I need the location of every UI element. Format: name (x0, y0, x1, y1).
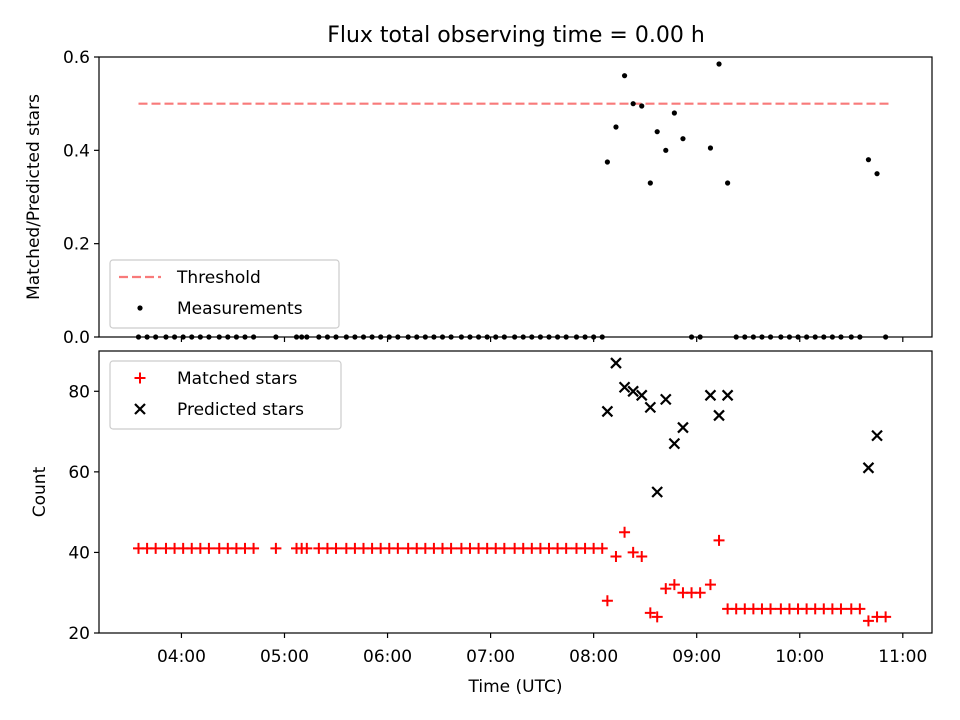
matched-star-point (660, 583, 672, 595)
measurement-point (639, 103, 645, 109)
measurement-point (647, 180, 653, 186)
x-tick-label: 04:00 (157, 647, 206, 667)
x-tick-label: 10:00 (775, 647, 824, 667)
predicted-star-point (635, 389, 648, 402)
measurement-point (865, 157, 872, 163)
y-tick-label: 0.6 (63, 48, 90, 68)
predicted-star-point (627, 385, 639, 398)
measurement-point (716, 61, 722, 67)
legend: Matched stars Predicted stars (109, 360, 342, 430)
matched-star-point (301, 542, 313, 554)
measurements-panel: 0.0 0.2 0.4 0.6 Matched/Predicted stars Thres… (24, 48, 933, 348)
measurement-point (654, 129, 660, 135)
measurement-point (604, 159, 610, 165)
predicted-star-point (713, 409, 725, 422)
matched-star-point (713, 534, 725, 546)
predicted-star-point (660, 393, 672, 406)
predicted-star-point (871, 429, 883, 442)
measurement-point (680, 136, 686, 142)
matched-star-point (560, 542, 572, 554)
matched-star-point (880, 611, 892, 623)
axes-frame (98, 350, 933, 634)
matched-star-point (445, 542, 457, 554)
legend: Threshold Measurements (109, 259, 340, 329)
matched-star-point (835, 603, 847, 615)
matched-star-point (668, 579, 680, 591)
x-tick-label: 08:00 (569, 647, 618, 667)
predicted-star-point (644, 401, 657, 414)
measurement-point (671, 110, 677, 116)
measurement-point (663, 147, 669, 153)
x-tick-label: 06:00 (363, 647, 412, 667)
x-tick-label: 11:00 (878, 647, 927, 667)
measurement-point (874, 171, 880, 177)
measurement-point (630, 101, 636, 107)
matched-star-point (644, 607, 656, 619)
y-tick-label: 80 (68, 382, 90, 402)
predicted-star-point (704, 389, 717, 402)
matched-star-point (601, 595, 613, 607)
y-tick-label: 40 (68, 543, 90, 563)
matched-star-point (203, 542, 215, 554)
y-axis-label: Matched/Predicted stars (24, 94, 44, 300)
axes-frame (98, 56, 933, 338)
legend-matched-swatch (134, 372, 146, 384)
y-tick-label: 0.4 (63, 141, 90, 161)
matched-star-point (248, 542, 260, 554)
matched-star-point (498, 542, 510, 554)
legend-box (109, 259, 340, 329)
matched-star-point (862, 615, 874, 627)
x-tick-label: 07:00 (466, 647, 515, 667)
matched-star-point (392, 542, 404, 554)
predicted-star-point (618, 381, 631, 394)
legend-predicted-swatch (134, 403, 146, 415)
legend-box (109, 360, 342, 430)
y-tick-label: 0.2 (63, 235, 90, 255)
measurement-point (725, 180, 731, 186)
matched-star-point (636, 550, 648, 562)
predicted-star-point (610, 357, 622, 369)
legend-label: Threshold (176, 268, 261, 288)
y-axis-label: Count (30, 466, 50, 517)
legend-measurement-swatch (137, 305, 143, 311)
legend-label: Predicted stars (177, 400, 304, 420)
predicted-star-point (601, 405, 614, 418)
measurement-point (707, 145, 714, 151)
measurement-point (613, 124, 619, 130)
matched-star-point (596, 542, 608, 554)
x-tick-label: 09:00 (672, 647, 721, 667)
y-tick-label: 0.0 (63, 328, 90, 348)
matched-star-point (619, 526, 631, 538)
matched-star-point (610, 550, 622, 562)
matched-star-point (694, 587, 706, 599)
x-tick-label: 05:00 (260, 647, 309, 667)
matched-star-point (627, 546, 639, 558)
predicted-star-point (677, 421, 689, 434)
matched-star-point (270, 542, 282, 554)
y-tick-label: 60 (68, 463, 90, 483)
predicted-star-point (651, 486, 663, 498)
figure-title: Flux total observing time = 0.00 h (327, 23, 705, 48)
matched-star-point (330, 542, 342, 554)
matched-star-point (765, 603, 777, 615)
legend-label: Measurements (177, 299, 303, 319)
predicted-star-point (721, 389, 734, 402)
measurement-point (621, 73, 628, 79)
predicted-star-point (668, 437, 681, 450)
y-tick-label: 20 (68, 624, 90, 644)
matched-star-point (704, 579, 716, 591)
matched-star-point (150, 542, 162, 554)
matched-star-point (854, 603, 866, 615)
predicted-star-point (862, 462, 875, 474)
x-axis-label: Time (UTC) (468, 677, 563, 697)
counts-panel: 20 40 60 80 Count 04:00 05:00 06:00 07:00 08:00 09… (30, 350, 933, 697)
legend-label: Matched stars (177, 369, 297, 389)
matched-star-point (651, 611, 663, 623)
